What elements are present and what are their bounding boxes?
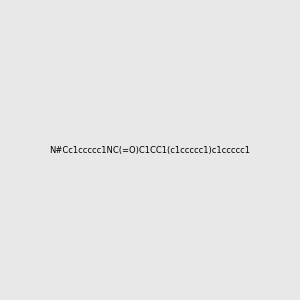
Text: N#Cc1ccccc1NC(=O)C1CC1(c1ccccc1)c1ccccc1: N#Cc1ccccc1NC(=O)C1CC1(c1ccccc1)c1ccccc1 [50,146,250,154]
